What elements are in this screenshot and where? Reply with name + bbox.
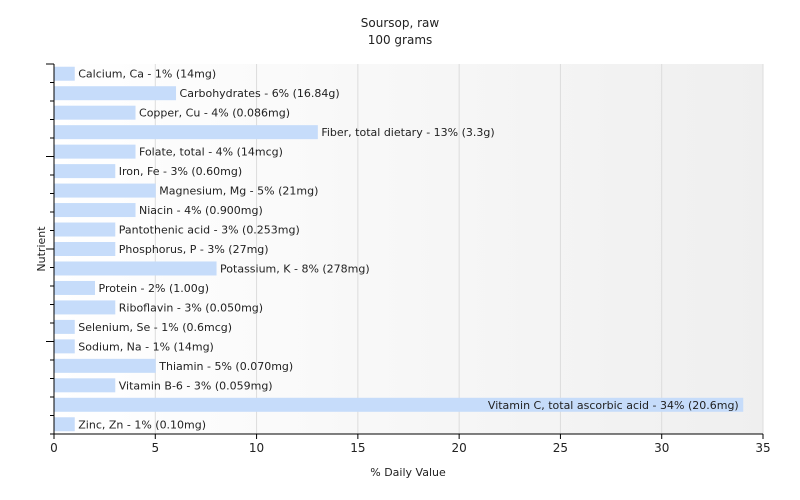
bar-label: Folate, total - 4% (14mcg) — [139, 146, 283, 159]
bar — [54, 222, 116, 237]
bar-label: Sodium, Na - 1% (14mg) — [78, 340, 214, 353]
bar — [54, 417, 75, 432]
bar — [54, 66, 75, 81]
x-tick-label: 30 — [654, 441, 669, 455]
bar — [54, 280, 96, 295]
bars-group: Calcium, Ca - 1% (14mg) Carbohydrates - 6… — [54, 66, 744, 432]
chart-title: Soursop, raw — [361, 16, 440, 30]
bar-label: Selenium, Se - 1% (0.6mcg) — [78, 321, 232, 334]
bar — [54, 183, 156, 198]
axes-group: 0 5 10 15 20 25 30 35 — [46, 63, 771, 455]
bar-label: Thiamin - 5% (0.070mg) — [158, 360, 293, 373]
bar-label: Zinc, Zn - 1% (0.10mg) — [78, 418, 206, 431]
x-tick-label: 15 — [350, 441, 365, 455]
bar-label: Copper, Cu - 4% (0.086mg) — [139, 107, 290, 120]
bar-label: Niacin - 4% (0.900mg) — [139, 204, 263, 217]
chart-subtitle: 100 grams — [368, 33, 433, 47]
bar — [54, 319, 75, 334]
y-axis-label: Nutrient — [35, 226, 48, 272]
bar — [54, 86, 177, 101]
bar — [54, 125, 318, 140]
bar-label: Iron, Fe - 3% (0.60mg) — [119, 165, 242, 178]
bar — [54, 397, 744, 412]
x-tick-label: 35 — [755, 441, 770, 455]
bar — [54, 144, 136, 159]
x-tick-label: 10 — [249, 441, 264, 455]
x-tick-label: 25 — [553, 441, 568, 455]
bar-label: Protein - 2% (1.00g) — [99, 282, 210, 295]
x-axis-label: % Daily Value — [370, 466, 446, 479]
x-tick-label: 0 — [50, 441, 58, 455]
bar-label: Pantothenic acid - 3% (0.253mg) — [119, 224, 300, 237]
bar-label: Potassium, K - 8% (278mg) — [220, 262, 370, 275]
bar-label: Magnesium, Mg - 5% (21mg) — [159, 185, 318, 198]
x-tick-label: 5 — [151, 441, 159, 455]
bar-label: Vitamin B-6 - 3% (0.059mg) — [119, 379, 273, 392]
bar-label: Calcium, Ca - 1% (14mg) — [78, 68, 216, 81]
bar — [54, 358, 156, 373]
bar-label: Fiber, total dietary - 13% (3.3g) — [321, 126, 494, 139]
bar — [54, 339, 75, 354]
bar-label: Vitamin C, total ascorbic acid - 34% (20… — [488, 399, 739, 412]
bar-label: Riboflavin - 3% (0.050mg) — [119, 301, 263, 314]
bar — [54, 378, 116, 393]
bar-label: Carbohydrates - 6% (16.84g) — [180, 87, 340, 100]
bar-label: Phosphorus, P - 3% (27mg) — [119, 243, 269, 256]
x-tick-label: 20 — [452, 441, 467, 455]
bar — [54, 300, 116, 315]
bar — [54, 164, 116, 179]
bar — [54, 242, 116, 256]
bar — [54, 261, 217, 276]
bar — [54, 203, 136, 218]
bar — [54, 105, 136, 120]
